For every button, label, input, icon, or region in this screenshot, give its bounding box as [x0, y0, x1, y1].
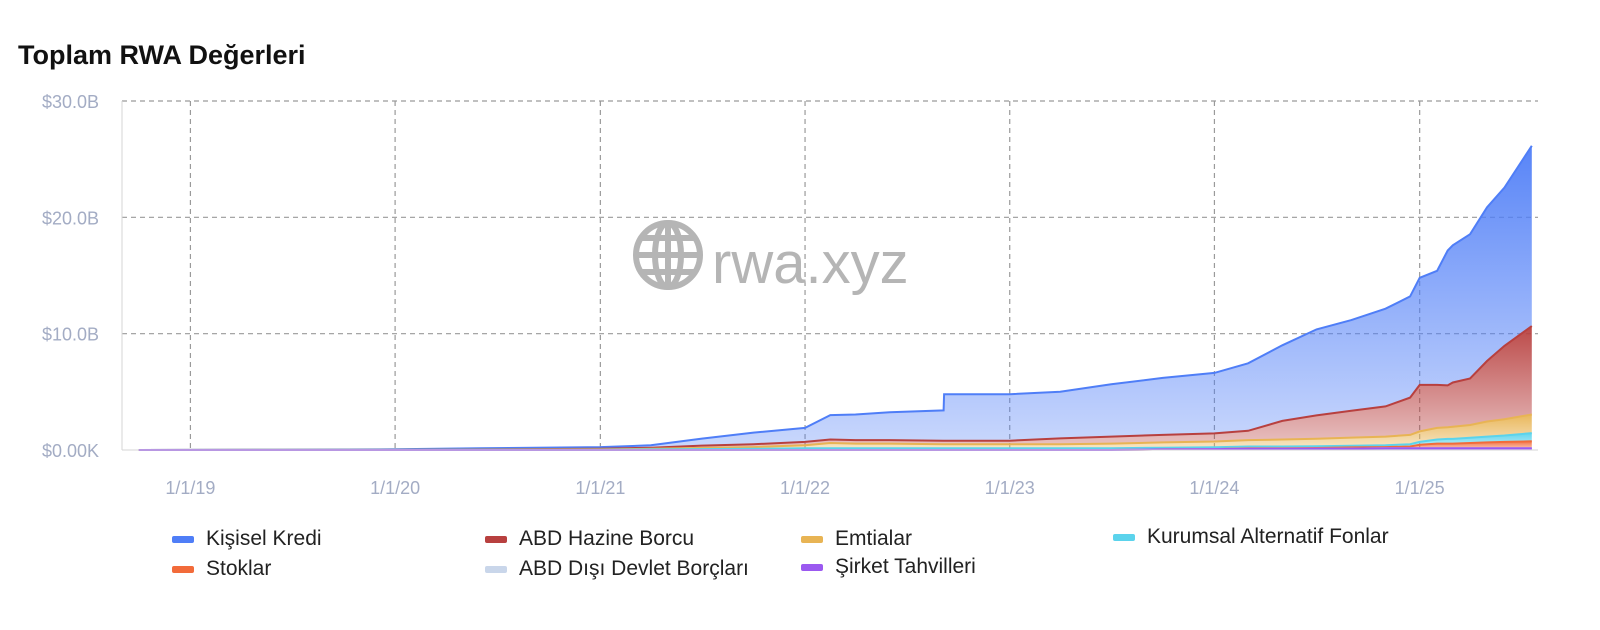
x-tick-label: 1/1/20 [370, 478, 420, 498]
y-tick-label: $0.00K [42, 441, 99, 461]
legend-label: Stoklar [206, 557, 272, 580]
x-tick-label: 1/1/22 [780, 478, 830, 498]
watermark: rwa.xyz [633, 220, 909, 296]
legend-label: ABD Hazine Borcu [519, 527, 695, 550]
legend-item-emtialar[interactable]: Emtialar [801, 527, 912, 551]
area-ki-isel-kredi [138, 145, 1532, 451]
axes: $0.00K $10.0B $20.0B $30.0B 1/1/19 1/1/20 1/1/… [42, 92, 1538, 498]
line-abd-hazine-borcu [138, 325, 1533, 451]
legend-swatch [485, 535, 507, 543]
legend-item-kurumsal-alternatif-fonlar[interactable]: Kurumsal Alternatif Fonlar [1113, 525, 1389, 549]
legend-label: Kişisel Kredi [206, 527, 322, 550]
legend-swatch [485, 565, 507, 573]
legend-item--irket-tahvilleri[interactable]: Şirket Tahvilleri [801, 555, 976, 579]
x-tick-label: 1/1/24 [1189, 478, 1239, 498]
legend-swatch [801, 535, 823, 543]
legend-label: Kurumsal Alternatif Fonlar [1147, 525, 1389, 548]
series-areas [138, 145, 1533, 451]
x-tick-label: 1/1/19 [165, 478, 215, 498]
legend-swatch [172, 565, 194, 573]
legend-item-abd-d-devlet-bor-lar-[interactable]: ABD Dışı Devlet Borçları [485, 557, 749, 581]
legend-item-ki-isel-kredi[interactable]: Kişisel Kredi [172, 527, 322, 551]
legend-swatch [172, 535, 194, 543]
globe-icon [633, 220, 703, 290]
x-tick-label: 1/1/23 [985, 478, 1035, 498]
x-tick-label: 1/1/25 [1395, 478, 1445, 498]
y-tick-label: $30.0B [42, 92, 99, 112]
legend-swatch [1113, 533, 1135, 541]
line-ki-isel-kredi [138, 145, 1533, 451]
legend-swatch [801, 563, 823, 571]
legend-label: Emtialar [835, 527, 913, 550]
y-tick-label: $20.0B [42, 208, 99, 228]
legend-label: ABD Dışı Devlet Borçları [519, 557, 749, 580]
x-tick-label: 1/1/21 [575, 478, 625, 498]
watermark-text: rwa.xyz [712, 231, 909, 296]
legend-item-stoklar[interactable]: Stoklar [172, 557, 271, 581]
legend-label: Şirket Tahvilleri [835, 555, 976, 578]
legend-item-abd-hazine-borcu[interactable]: ABD Hazine Borcu [485, 527, 694, 551]
y-tick-label: $10.0B [42, 325, 99, 345]
chart-title: Toplam RWA Değerleri [18, 40, 306, 70]
